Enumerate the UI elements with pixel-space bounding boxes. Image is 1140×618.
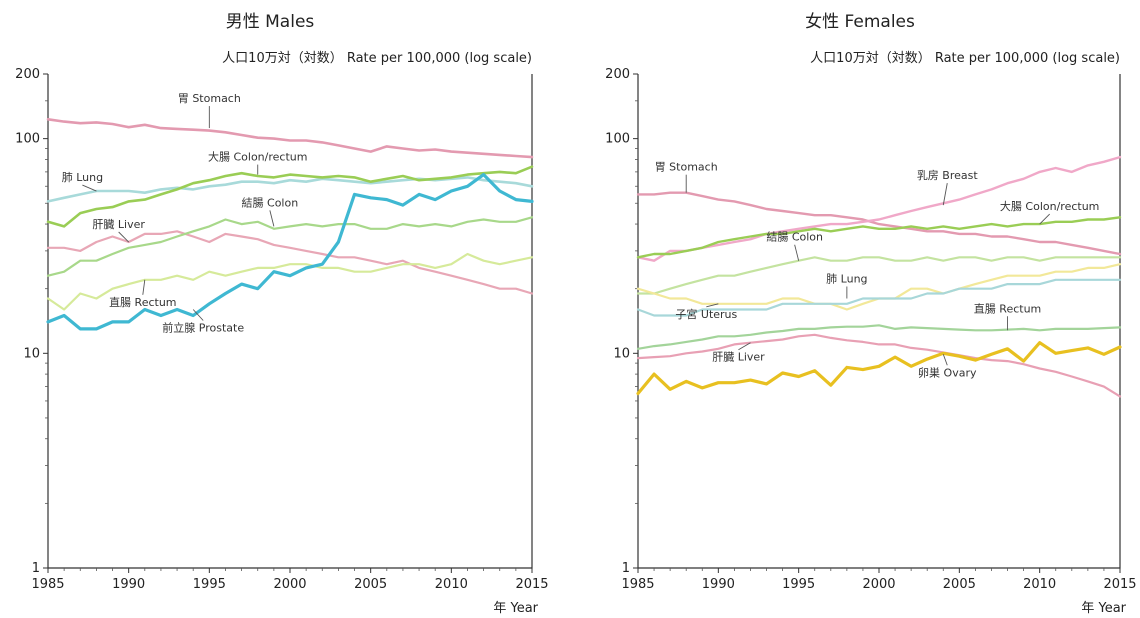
females-xlabel: 年 Year bbox=[1081, 601, 1126, 616]
males-ytick-label: 200 bbox=[15, 67, 40, 82]
males-series-stomach bbox=[46, 118, 534, 159]
females-annotation-label: 乳房 Breast bbox=[917, 169, 979, 182]
females-axis-frame bbox=[637, 74, 1121, 569]
females-series-stomach bbox=[636, 191, 1122, 256]
females-series-uterus bbox=[636, 263, 1122, 311]
males-xtick-label: 2000 bbox=[273, 577, 306, 592]
males-xtick-label: 2005 bbox=[354, 577, 387, 592]
females-series-lung bbox=[636, 278, 1122, 317]
females-annotation-leader bbox=[738, 342, 751, 351]
males-series-liver bbox=[46, 230, 534, 295]
females-annotation-label: 肺 Lung bbox=[826, 273, 867, 286]
females-annotation-label: 直腸 Rectum bbox=[974, 301, 1041, 315]
females-annotation-label: 胃 Stomach bbox=[655, 161, 718, 174]
females-annotation-leader bbox=[1039, 213, 1050, 225]
males-xtick-label: 1995 bbox=[193, 577, 226, 592]
males-annotation-leader bbox=[269, 210, 275, 227]
females-annotation-label: 大腸 Colon/rectum bbox=[1000, 199, 1099, 213]
males-annotation-leader bbox=[82, 184, 97, 192]
males-xtick-label: 1990 bbox=[112, 577, 145, 592]
males-annotation-leader bbox=[118, 231, 129, 243]
males-ylabel: 人口10万対（対数） Rate per 100,000 (log scale) bbox=[222, 51, 532, 66]
males-annotation-leader bbox=[192, 309, 204, 321]
females-annotation-leader bbox=[942, 354, 948, 366]
males-series-rectum bbox=[46, 252, 534, 311]
females-annotation-leader bbox=[794, 244, 800, 261]
females-annotation-leader bbox=[706, 303, 719, 308]
males-annotation-label: 肝臓 Liver bbox=[92, 218, 145, 231]
males-annotation-label: 直腸 Rectum bbox=[109, 295, 176, 309]
males-panel: 男性 Males 人口10万対（対数） Rate per 100,000 (lo… bbox=[15, 12, 548, 616]
females-xtick-label: 1995 bbox=[782, 577, 815, 592]
females-annotation-label: 結腸 Colon bbox=[766, 230, 823, 244]
females-ytick-label: 100 bbox=[605, 132, 630, 147]
females-annotation-label: 肝臓 Liver bbox=[712, 351, 765, 364]
males-annotation-label: 結腸 Colon bbox=[242, 195, 299, 209]
females-series-breast bbox=[636, 155, 1122, 262]
females-ylabel: 人口10万対（対数） Rate per 100,000 (log scale) bbox=[810, 51, 1120, 66]
males-xtick-label: 1985 bbox=[31, 577, 64, 592]
females-ytick-label: 200 bbox=[605, 67, 630, 82]
males-title: 男性 Males bbox=[226, 12, 315, 32]
females-xtick-label: 1990 bbox=[702, 577, 735, 592]
females-title: 女性 Females bbox=[805, 12, 915, 32]
males-annotation-label: 肺 Lung bbox=[62, 171, 103, 184]
females-xtick-label: 2000 bbox=[862, 577, 895, 592]
females-annotation-label: 子宮 Uterus bbox=[675, 307, 737, 321]
females-series-ovary bbox=[636, 341, 1122, 396]
females-annotation-leader bbox=[942, 183, 948, 206]
females-ytick-label: 1 bbox=[622, 561, 630, 576]
females-annotation-label: 卵巣 Ovary bbox=[918, 366, 977, 379]
males-annotation-label: 前立腺 Prostate bbox=[162, 320, 244, 334]
males-xtick-label: 2015 bbox=[515, 577, 548, 592]
females-series-colonrectum bbox=[636, 216, 1122, 259]
males-annotation-label: 胃 Stomach bbox=[178, 92, 241, 105]
males-series-colonrectum bbox=[46, 165, 534, 228]
females-panel: 女性 Females 人口10万対（対数） Rate per 100,000 (… bbox=[605, 12, 1136, 616]
males-annotation-leader bbox=[142, 279, 146, 295]
females-series-colon bbox=[636, 256, 1122, 295]
males-series-colon bbox=[46, 216, 534, 277]
females-series-rectum bbox=[636, 324, 1122, 350]
males-ytick-label: 100 bbox=[15, 132, 40, 147]
females-xtick-label: 2010 bbox=[1023, 577, 1056, 592]
males-xlabel: 年 Year bbox=[493, 601, 538, 616]
males-ytick-label: 1 bbox=[32, 561, 40, 576]
males-series-lung bbox=[46, 176, 534, 203]
females-xtick-label: 2015 bbox=[1103, 577, 1136, 592]
females-series-liver bbox=[636, 333, 1122, 398]
males-ytick-label: 10 bbox=[23, 346, 40, 361]
females-xtick-label: 1985 bbox=[621, 577, 654, 592]
females-ytick-label: 10 bbox=[613, 346, 630, 361]
males-annotation-label: 大腸 Colon/rectum bbox=[208, 150, 307, 164]
males-xtick-label: 2010 bbox=[435, 577, 468, 592]
males-series-prostate bbox=[46, 173, 534, 331]
females-xtick-label: 2005 bbox=[943, 577, 976, 592]
